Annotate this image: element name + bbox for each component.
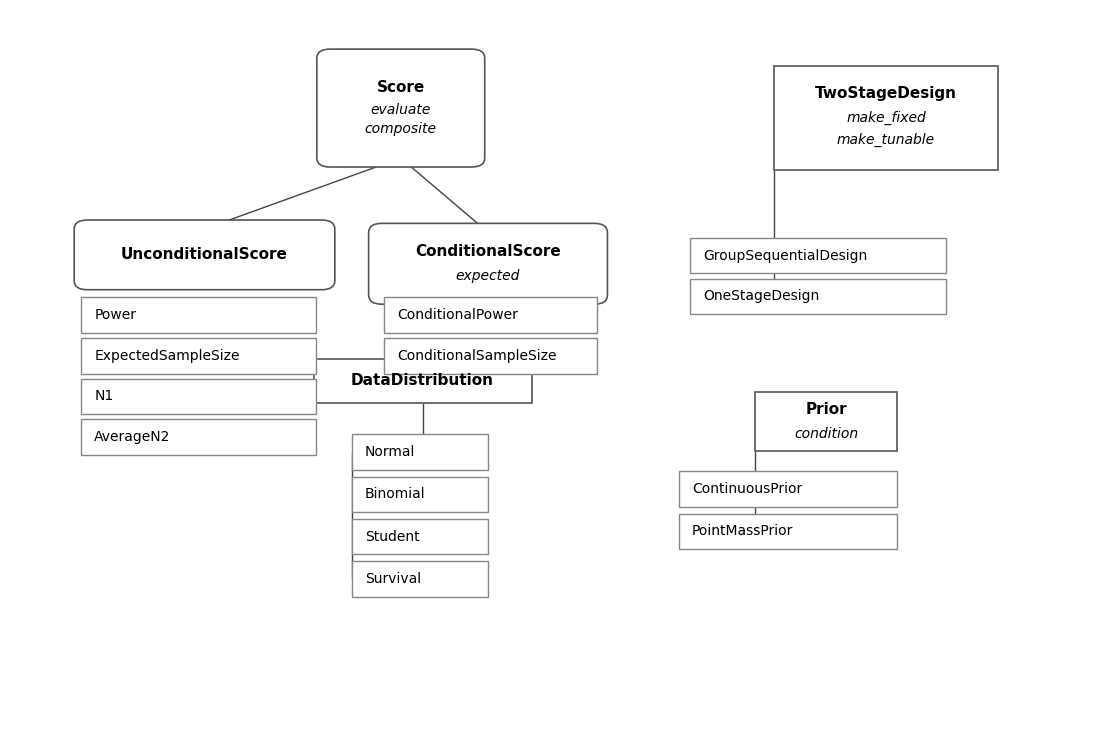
Text: condition: condition — [794, 427, 858, 441]
Text: ConditionalPower: ConditionalPower — [398, 308, 518, 322]
Text: make_tunable: make_tunable — [837, 133, 935, 147]
Bar — [678, 471, 897, 507]
Text: Prior: Prior — [806, 403, 847, 418]
Text: Normal: Normal — [365, 445, 415, 459]
Bar — [385, 338, 597, 374]
Text: Score: Score — [377, 80, 425, 95]
Text: DataDistribution: DataDistribution — [351, 374, 494, 388]
Text: Student: Student — [365, 530, 420, 544]
Bar — [352, 477, 488, 512]
Text: Power: Power — [94, 308, 136, 322]
Text: PointMassPrior: PointMassPrior — [692, 524, 794, 539]
Text: OneStageDesign: OneStageDesign — [703, 289, 819, 303]
Text: ConditionalScore: ConditionalScore — [415, 244, 561, 259]
FancyBboxPatch shape — [313, 359, 532, 403]
Bar — [689, 279, 946, 314]
Text: evaluate: evaluate — [370, 102, 431, 117]
Bar — [81, 420, 316, 455]
Text: N1: N1 — [94, 389, 114, 403]
Bar — [352, 519, 488, 554]
Bar — [81, 338, 316, 374]
Text: Binomial: Binomial — [365, 487, 425, 501]
Bar — [385, 297, 597, 332]
Text: ConditionalSampleSize: ConditionalSampleSize — [398, 349, 557, 363]
Bar — [81, 379, 316, 415]
Bar — [352, 561, 488, 597]
Text: expected: expected — [456, 269, 521, 282]
Bar — [678, 514, 897, 549]
Bar — [81, 297, 316, 332]
Text: TwoStageDesign: TwoStageDesign — [815, 87, 957, 102]
FancyBboxPatch shape — [755, 392, 897, 451]
Text: UnconditionalScore: UnconditionalScore — [121, 247, 288, 262]
Text: GroupSequentialDesign: GroupSequentialDesign — [703, 249, 867, 263]
Text: ExpectedSampleSize: ExpectedSampleSize — [94, 349, 240, 363]
Text: composite: composite — [365, 122, 437, 136]
FancyBboxPatch shape — [75, 220, 334, 290]
Bar — [689, 238, 946, 273]
Text: Survival: Survival — [365, 572, 421, 586]
FancyBboxPatch shape — [774, 66, 997, 170]
FancyBboxPatch shape — [317, 49, 484, 167]
FancyBboxPatch shape — [368, 223, 607, 304]
Text: ContinuousPrior: ContinuousPrior — [692, 482, 802, 496]
Bar — [352, 434, 488, 470]
Text: AverageN2: AverageN2 — [94, 430, 171, 444]
Text: make_fixed: make_fixed — [846, 111, 926, 125]
